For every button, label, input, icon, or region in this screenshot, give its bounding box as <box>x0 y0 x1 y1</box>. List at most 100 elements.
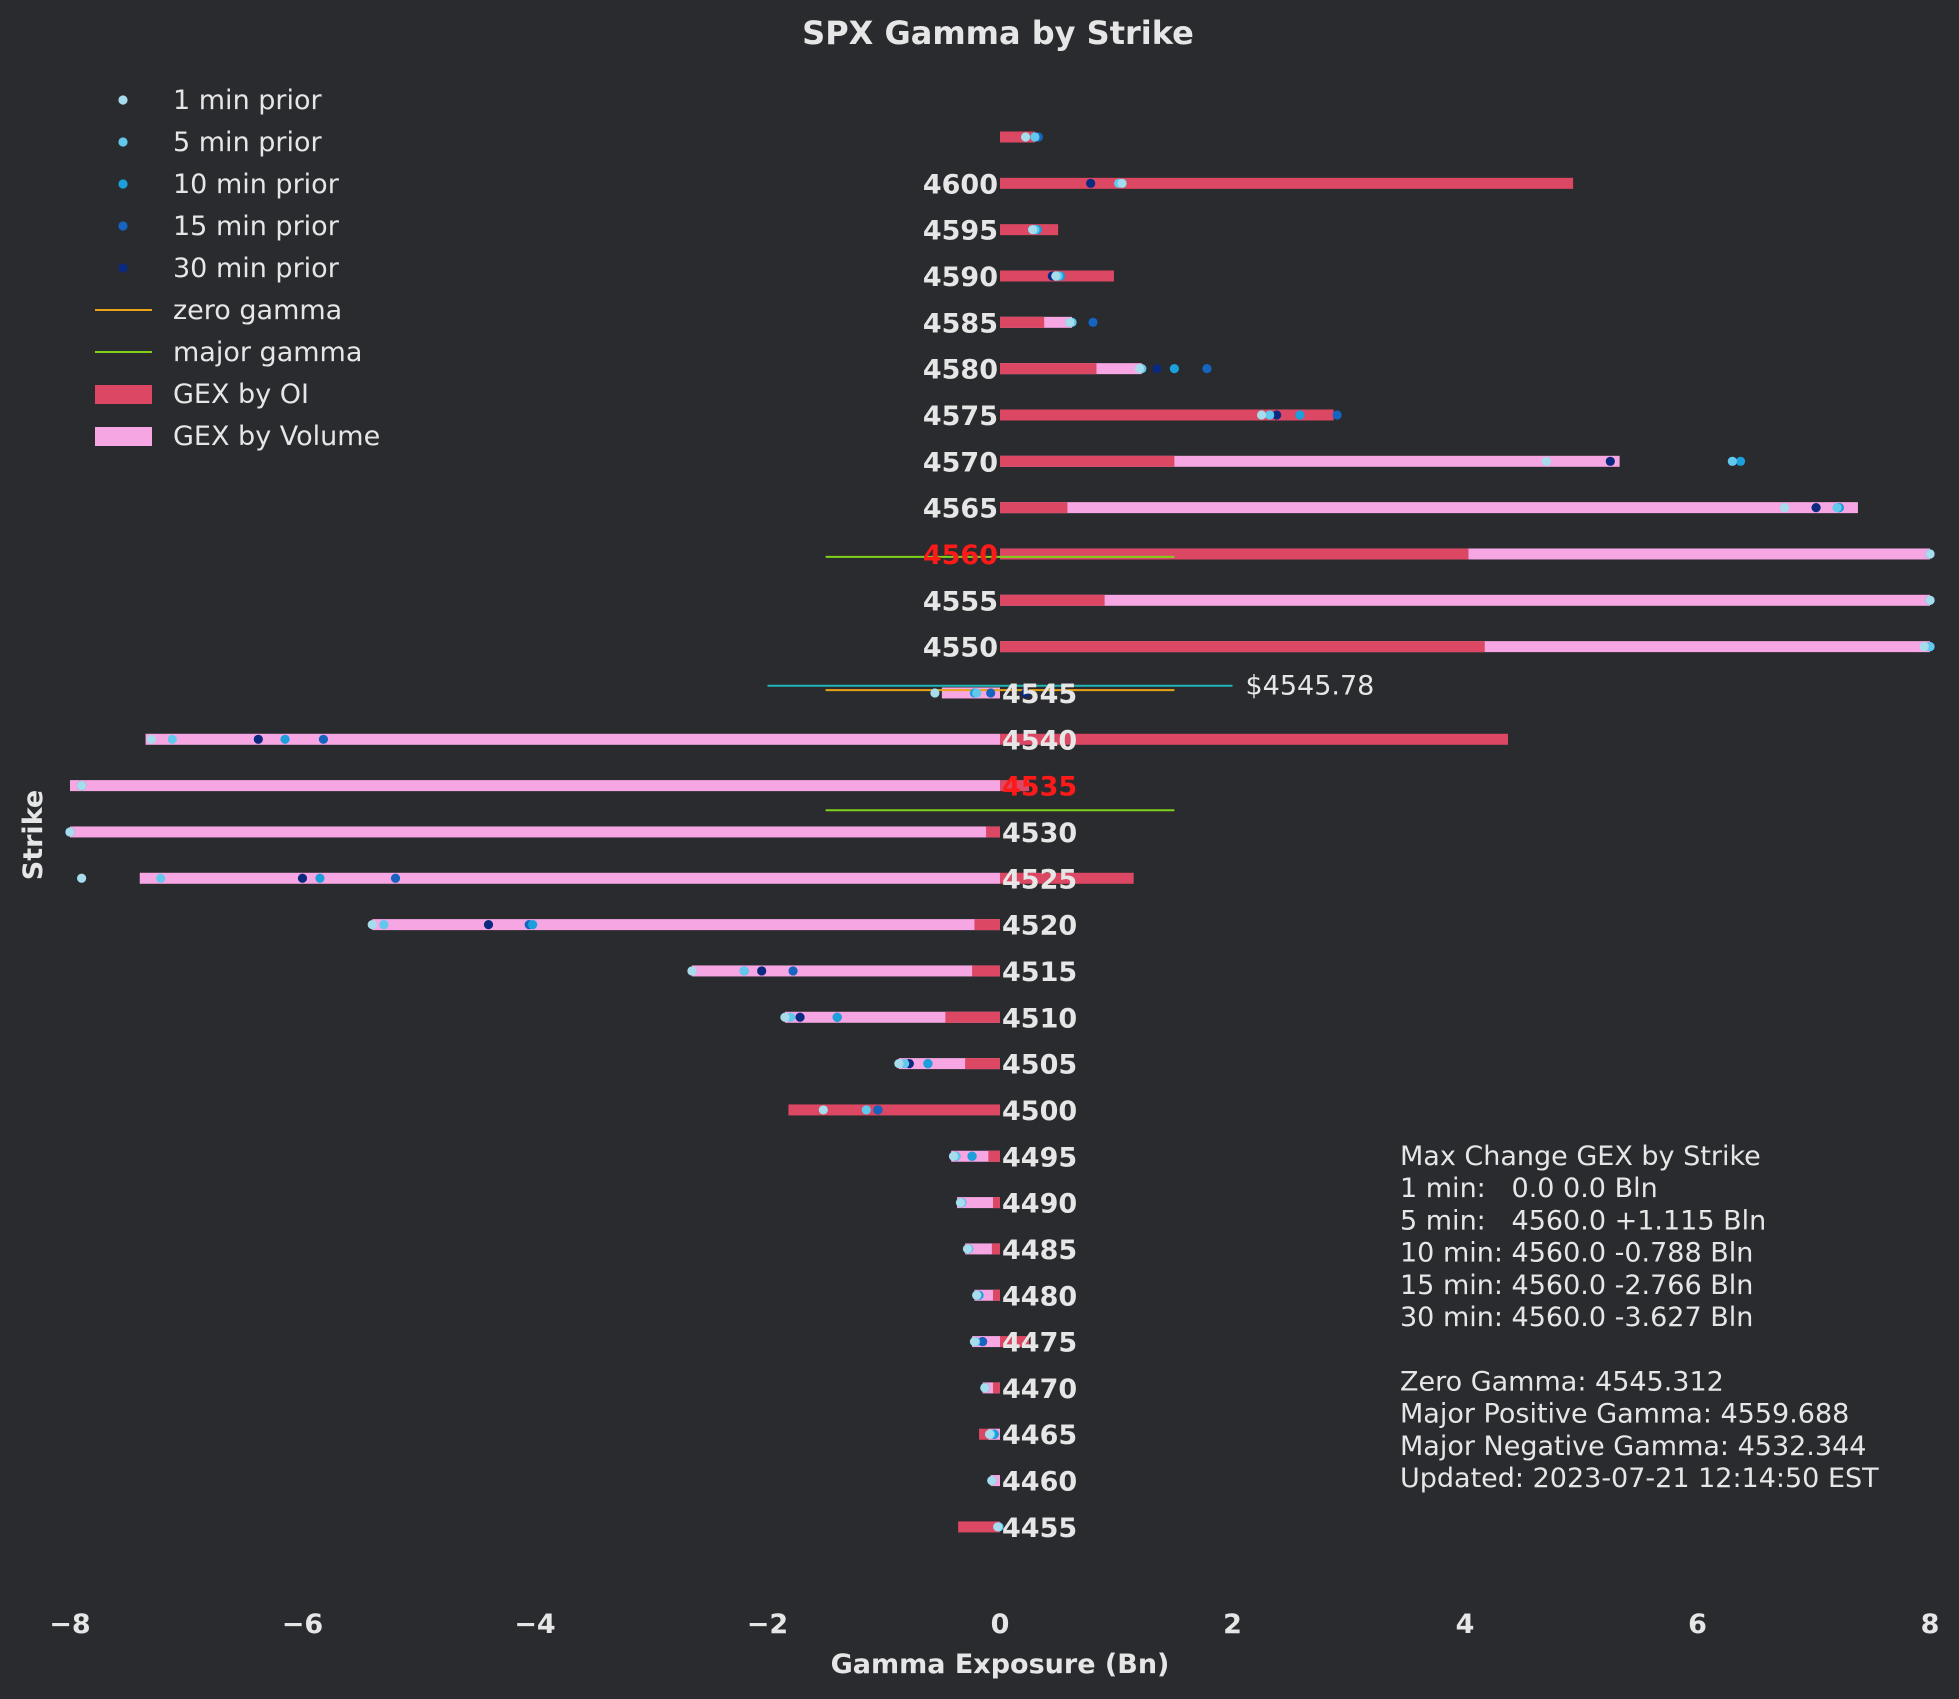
dot-15-min-prior <box>986 688 996 698</box>
bar-gex-oi <box>1000 594 1105 606</box>
bar-gex-oi <box>1000 363 1097 375</box>
bar-gex-oi <box>788 1104 1000 1116</box>
stats-line: Max Change GEX by Strike <box>1400 1141 1761 1172</box>
bar-gex-oi <box>993 1197 1000 1209</box>
x-ticks-layer: −8 −6 −4 −2 0 2 4 6 8 <box>49 1609 1939 1640</box>
dot-1-min-prior <box>780 1012 790 1022</box>
dot-15-min-prior <box>788 966 798 976</box>
bar-gex-oi <box>1000 872 1134 884</box>
dot-30-min-prior <box>253 734 263 744</box>
strike-label: 4510 <box>1002 1003 1077 1034</box>
bar-gex-volume <box>974 1289 1000 1301</box>
bar-gex-volume <box>691 965 1000 977</box>
strike-label: 4525 <box>1002 864 1077 895</box>
strike-label: 4555 <box>923 586 998 617</box>
x-tick-label: −8 <box>49 1609 90 1640</box>
dot-1-min-prior <box>969 1336 980 1347</box>
dots-layer <box>65 132 1935 1532</box>
dot-15-min-prior <box>977 1336 988 1347</box>
dot-1-min-prior <box>948 1151 959 1161</box>
legend-label: 30 min prior <box>173 253 340 284</box>
x-tick-label: 4 <box>1456 1609 1475 1640</box>
legend-patch-marker <box>95 427 152 446</box>
y-axis-label: Strike <box>18 790 49 880</box>
strike-label: 4470 <box>1002 1374 1077 1405</box>
stats-line: Major Negative Gamma: 4532.344 <box>1400 1431 1866 1462</box>
dot-5-min-prior <box>1727 456 1737 466</box>
dot-10-min-prior <box>1735 456 1746 466</box>
stats-line: 30 min: 4560.0 -3.627 Bln <box>1400 1302 1753 1333</box>
stats-line: 5 min: 4560.0 +1.115 Bln <box>1400 1205 1766 1236</box>
dot-15-min-prior <box>873 1105 883 1115</box>
dot-5-min-prior <box>167 734 177 744</box>
strike-label: 4460 <box>1002 1467 1077 1498</box>
dot-1-min-prior <box>984 1429 995 1439</box>
bar-gex-oi <box>1000 131 1035 143</box>
legend-label: major gamma <box>173 337 362 368</box>
legend-patch-marker <box>95 385 152 404</box>
strike-label: 4550 <box>923 633 998 664</box>
x-tick-label: 6 <box>1688 1609 1707 1640</box>
bar-gex-oi <box>1000 502 1068 514</box>
legend-dot-marker <box>118 221 128 231</box>
dot-15-min-prior <box>1202 364 1212 374</box>
legend-label: GEX by OI <box>173 379 309 410</box>
legend-label: zero gamma <box>173 295 342 326</box>
dot-1-min-prior <box>65 827 75 837</box>
bar-gex-oi <box>1000 1336 1030 1348</box>
bar-gex-oi <box>945 1011 1000 1023</box>
strike-label: 4495 <box>1002 1142 1077 1173</box>
dot-30-min-prior <box>795 1012 805 1022</box>
legend-dot-marker <box>118 137 128 147</box>
legend-dot-marker <box>118 95 128 105</box>
stats-line: 15 min: 4560.0 -2.766 Bln <box>1400 1270 1753 1301</box>
dot-1-min-prior <box>1925 595 1935 605</box>
dot-5-min-prior <box>972 688 982 698</box>
strike-label: 4575 <box>923 401 998 432</box>
strike-labels-layer: 4600 4595 4590 4585 4580 4575 4570 4565 4560 4555… <box>923 169 1077 1544</box>
strike-label: 4500 <box>1002 1096 1077 1127</box>
bar-gex-volume <box>898 1058 1000 1070</box>
x-axis-label: Gamma Exposure (Bn) <box>831 1649 1170 1680</box>
legend-dot-marker <box>118 263 128 273</box>
bar-gex-volume <box>372 919 1000 931</box>
bar-gex-oi <box>1000 409 1334 421</box>
dot-1-min-prior <box>962 1244 973 1254</box>
dot-1-min-prior <box>146 734 156 744</box>
dot-1-min-prior <box>687 966 697 976</box>
bar-gex-oi <box>965 1058 1000 1070</box>
bar-gex-oi <box>988 1150 1000 1162</box>
dot-1-min-prior <box>1027 225 1038 235</box>
dot-10-min-prior <box>280 734 290 744</box>
dot-1-min-prior <box>77 781 87 791</box>
dot-10-min-prior <box>1295 410 1305 420</box>
dot-1-min-prior <box>367 920 377 930</box>
strike-label: 4535 <box>1002 772 1077 803</box>
dot-1-min-prior <box>987 1475 997 1486</box>
strike-label: 4480 <box>1002 1281 1077 1312</box>
strike-label: 4455 <box>1002 1513 1077 1544</box>
legend: 1 min prior 5 min prior 10 min prior 15 min… <box>95 85 380 452</box>
strike-label: 4570 <box>923 447 998 478</box>
x-tick-label: −6 <box>282 1609 323 1640</box>
dot-5-min-prior <box>1265 410 1275 420</box>
strike-label: 4590 <box>923 262 998 293</box>
strike-label: 4485 <box>1002 1235 1077 1266</box>
dot-30-min-prior <box>1152 364 1162 374</box>
legend-label: GEX by Volume <box>173 421 380 452</box>
x-tick-label: 0 <box>991 1609 1010 1640</box>
dot-1-min-prior <box>972 1290 982 1300</box>
chart-title: SPX Gamma by Strike <box>802 14 1194 52</box>
dot-15-min-prior <box>1088 317 1098 327</box>
bar-gex-oi <box>972 965 1000 977</box>
dot-1-min-prior <box>1117 178 1127 188</box>
dot-1-min-prior <box>1065 317 1075 327</box>
dot-10-min-prior <box>315 873 325 883</box>
bar-gex-oi <box>958 1521 1000 1533</box>
dot-30-min-prior <box>1272 410 1282 420</box>
dot-15-min-prior <box>318 734 329 744</box>
dot-1-min-prior <box>1919 642 1929 652</box>
dot-30-min-prior <box>1811 503 1821 513</box>
strike-label: 4465 <box>1002 1420 1077 1451</box>
dot-1-min-prior <box>77 873 87 883</box>
